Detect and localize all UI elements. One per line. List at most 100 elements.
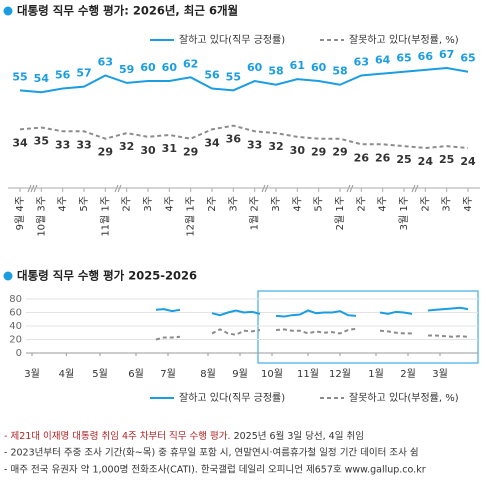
- x-tick-label: 9월: [232, 368, 248, 380]
- data-label: 62: [183, 57, 198, 70]
- x-tick-label: 3주: [271, 196, 282, 212]
- bullet: [3, 271, 13, 281]
- data-label: 29: [183, 146, 198, 159]
- data-label: 65: [460, 52, 475, 65]
- line-series: [19, 124, 469, 150]
- data-label: 29: [332, 146, 347, 159]
- x-tick-label: 2주: [420, 196, 431, 212]
- x-tick-label: 10월 3주: [35, 196, 47, 237]
- data-label: 54: [34, 72, 50, 85]
- x-tick-label: 5월: [92, 368, 108, 380]
- data-label: 29: [98, 146, 113, 159]
- data-label: 36: [226, 133, 242, 146]
- line-series: [155, 306, 469, 318]
- x-tick-label: 4월: [59, 368, 75, 380]
- x-tick-label: 5주: [314, 196, 325, 212]
- x-tick-label: 4주: [463, 196, 474, 212]
- x-tick-label: 3주: [143, 196, 154, 212]
- legend-label: 잘하고 있다(직무 긍정률): [179, 33, 285, 46]
- x-tick-label: 6월: [128, 368, 144, 380]
- data-label: 59: [119, 63, 134, 76]
- highlight-box: [257, 290, 479, 364]
- x-tick-label: 4주: [378, 196, 389, 212]
- data-label: 63: [354, 55, 369, 68]
- data-label: 60: [311, 61, 327, 74]
- data-label: 63: [98, 55, 113, 68]
- data-label: 33: [247, 138, 262, 151]
- x-tick-label: 1월 2주: [249, 196, 261, 230]
- data-label: 25: [439, 153, 454, 166]
- footnote-text: 2025년 6월 3일 당선, 4일 취임: [231, 430, 364, 442]
- data-label: 34: [12, 136, 28, 149]
- chart-title: 대통령 직무 수행 평가 2025-2026: [17, 269, 197, 283]
- footnote-highlight: - 제21대 이재명 대통령 취임 4주 차부터 직무 수행 평가.: [4, 430, 231, 442]
- x-tick-label: 10월: [261, 368, 283, 380]
- x-tick-label: 2월 1주: [334, 196, 346, 230]
- data-label: 26: [375, 151, 391, 164]
- chart-title: 대통령 직무 수행 평가: 2026년, 최근 6개월: [17, 4, 238, 18]
- y-tick-label: 80: [9, 294, 22, 305]
- x-tick-label: 11월 1주: [99, 196, 111, 237]
- data-label: 57: [76, 67, 91, 80]
- line-series: [19, 66, 469, 94]
- legend-label: 잘못하고 있다(부정률, %): [349, 33, 459, 46]
- data-label: 64: [375, 54, 391, 67]
- data-label: 29: [311, 146, 326, 159]
- y-tick-label: 0: [16, 348, 22, 359]
- data-label: 31: [162, 142, 177, 155]
- x-tick-label: 8월: [200, 368, 216, 380]
- x-tick-label: 2주: [207, 196, 218, 212]
- data-label: 60: [162, 61, 178, 74]
- y-tick-label: 40: [9, 321, 22, 332]
- x-tick-label: 3월: [24, 368, 40, 380]
- x-tick-label: 11월: [297, 368, 319, 380]
- legend-label: 잘못하고 있다(부정률, %): [349, 391, 459, 404]
- x-tick-label: 4주: [164, 196, 175, 212]
- data-label: 55: [226, 70, 241, 83]
- data-label: 67: [439, 48, 454, 61]
- x-tick-label: 2월: [400, 368, 416, 380]
- data-label: 33: [76, 138, 91, 151]
- x-tick-label: 3주: [442, 196, 453, 212]
- legend-label: 잘하고 있다(직무 긍정률): [179, 391, 285, 404]
- data-label: 30: [290, 144, 306, 157]
- x-tick-label: 3월: [432, 368, 448, 380]
- data-label: 58: [268, 65, 283, 78]
- data-label: 34: [204, 136, 220, 149]
- data-label: 56: [204, 68, 220, 81]
- x-tick-label: 9월 4주: [14, 196, 26, 230]
- y-tick-label: 60: [9, 308, 22, 319]
- data-label: 65: [396, 52, 411, 65]
- x-tick-label: 5주: [79, 196, 90, 212]
- data-label: 30: [140, 144, 156, 157]
- x-tick-label: 12월 1주: [185, 196, 197, 237]
- data-label: 60: [140, 61, 156, 74]
- data-label: 56: [55, 68, 71, 81]
- data-label: 24: [418, 155, 434, 168]
- data-label: 25: [396, 153, 411, 166]
- x-tick-label: 12월: [329, 368, 351, 380]
- x-tick-label: 7월: [160, 368, 176, 380]
- data-label: 35: [34, 135, 49, 148]
- bullet: [3, 6, 13, 16]
- data-label: 66: [418, 50, 434, 63]
- footnote: - 2023년부터 주중 조사 기간(화~목) 중 휴무일 포함 시, 연말연시…: [4, 447, 419, 459]
- data-label: 60: [247, 61, 263, 74]
- data-label: 24: [460, 155, 476, 168]
- data-label: 32: [119, 140, 134, 153]
- data-label: 32: [268, 140, 283, 153]
- data-label: 61: [290, 59, 305, 72]
- x-tick-label: 4주: [292, 196, 303, 212]
- x-tick-label: 2주: [356, 196, 367, 212]
- footnote: - 제21대 이재명 대통령 취임 4주 차부터 직무 수행 평가. 2025년…: [4, 430, 364, 442]
- line-series: [155, 327, 469, 341]
- y-tick-label: 20: [9, 335, 22, 346]
- x-tick-label: 3월 1주: [398, 196, 410, 230]
- data-label: 33: [55, 138, 70, 151]
- x-tick-label: 1월: [368, 368, 384, 380]
- x-tick-label: 3주: [228, 196, 239, 212]
- footnote: - 매주 전국 유권자 약 1,000명 전화조사(CATI). 한국갤럽 데일…: [4, 464, 426, 476]
- x-tick-label: 4주: [58, 196, 69, 212]
- data-label: 26: [354, 151, 370, 164]
